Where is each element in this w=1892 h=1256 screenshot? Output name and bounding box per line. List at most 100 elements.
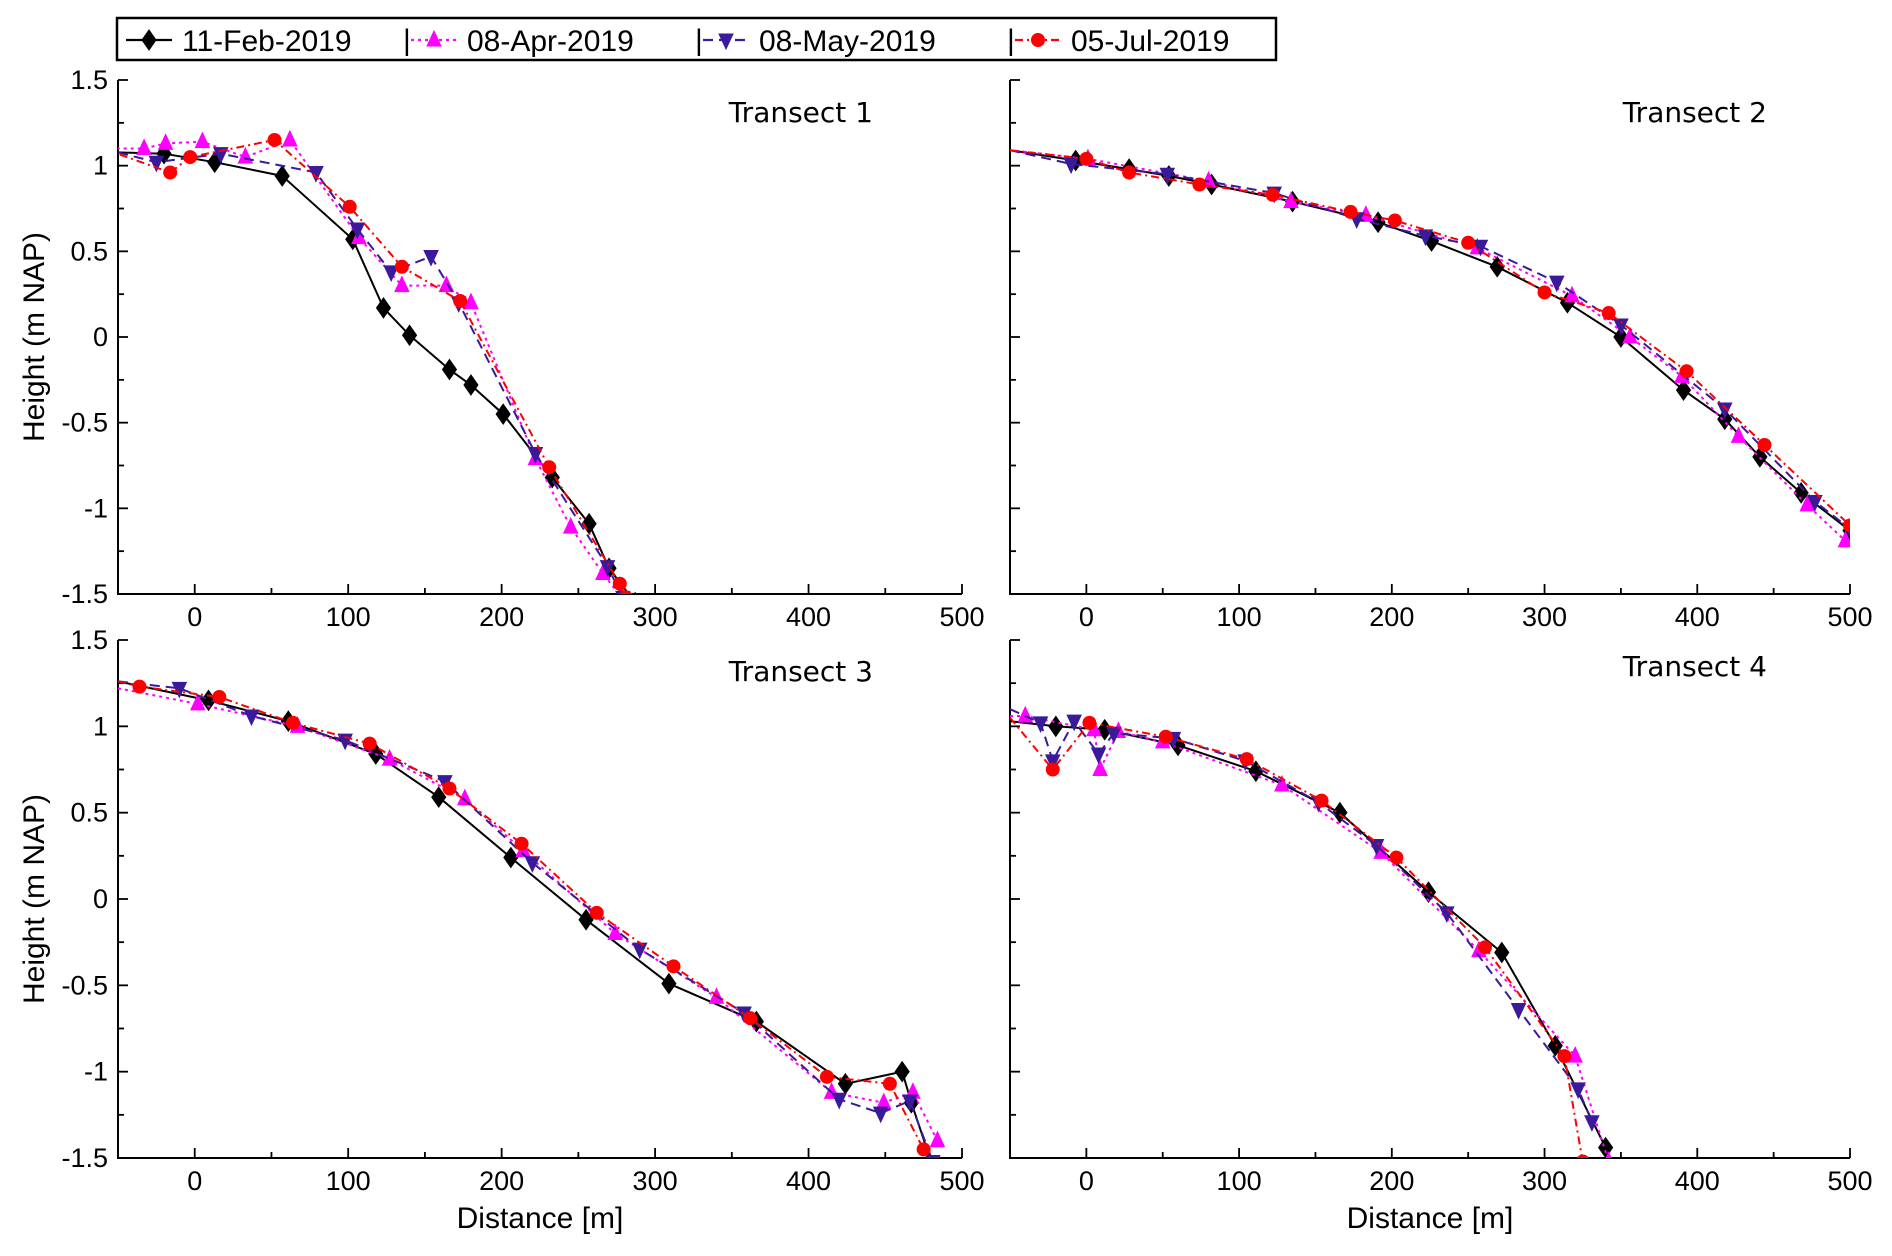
y-tick-label: 0.5: [70, 236, 108, 266]
data-point: [442, 781, 457, 796]
legend-marker-circle: [1031, 33, 1045, 47]
x-tick-label: 100: [326, 602, 371, 632]
data-point: [1274, 774, 1290, 792]
legend-label: 05-Jul-2019: [1071, 25, 1229, 58]
legend-label: 11-Feb-2019: [182, 25, 352, 58]
data-point: [1730, 426, 1747, 443]
series-line: [1010, 149, 1850, 530]
data-point: [542, 460, 557, 475]
data-point: [431, 786, 447, 808]
data-point: [1548, 275, 1565, 293]
data-point: [1837, 530, 1850, 548]
x-tick-label: 400: [786, 1166, 831, 1196]
axis-lines: [1009, 80, 1850, 595]
data-point: [819, 1069, 834, 1084]
data-point: [163, 165, 178, 180]
x-tick-label: 200: [479, 1166, 524, 1196]
y-tick-label: 0.5: [70, 798, 108, 828]
data-point: [1082, 715, 1097, 730]
series-line: [118, 687, 939, 1142]
data-point: [607, 923, 623, 941]
data-point: [1045, 762, 1060, 777]
y-axis-title: Height (m NAP): [18, 794, 51, 1004]
x-tick-label: 0: [187, 602, 202, 632]
legend-separator: |: [695, 24, 703, 57]
data-point: [1557, 1049, 1572, 1064]
y-tick-label: -1: [84, 493, 108, 523]
legend-box: [115, 16, 1278, 62]
panel-title: Transect 3: [728, 655, 873, 688]
data-point: [213, 147, 229, 164]
data-point: [267, 132, 282, 147]
data-point: [1265, 187, 1280, 202]
x-tick-label: 300: [633, 1166, 678, 1196]
data-point: [1066, 714, 1082, 732]
panel-title: Transect 4: [1622, 650, 1767, 683]
data-point: [1239, 752, 1254, 767]
series-line: [1010, 149, 1850, 527]
data-point: [929, 1130, 946, 1148]
data-point: [463, 292, 479, 310]
data-point: [1793, 482, 1809, 504]
data-point: [1332, 801, 1348, 824]
panel-transect-1: 0 100 200 300 400 500 1.5 1 0.5 0 -0.5 -1 -1.5 Height…: [18, 65, 985, 632]
y-axis-title: Height (m NAP): [18, 232, 51, 442]
x-tick-label: 400: [1675, 1166, 1720, 1196]
series-line: [1010, 149, 1847, 542]
x-tick-label: 300: [1522, 602, 1567, 632]
x-tick-label: 300: [1522, 1166, 1567, 1196]
data-point: [308, 166, 324, 183]
legend-marker-diamond: [141, 29, 157, 51]
data-point: [1158, 729, 1173, 744]
series-group: [1010, 705, 1614, 1158]
y-tick-label: 0: [93, 884, 108, 914]
series-line: [1010, 720, 1607, 1149]
x-tick-label: 0: [1079, 602, 1094, 632]
legend-marker-triangle-up: [426, 29, 442, 47]
y-tick-label: -1.5: [61, 579, 108, 609]
data-point: [394, 259, 409, 274]
data-point: [661, 972, 677, 995]
data-point: [882, 1076, 897, 1091]
data-point: [831, 1092, 848, 1110]
legend: 11-Feb-2019 | 08-Apr-2019 | 08-May-2019 | 05-J…: [115, 16, 1278, 62]
data-point: [872, 1106, 889, 1124]
data-point: [925, 1154, 941, 1158]
data-point: [599, 560, 616, 577]
series-line: [118, 138, 620, 594]
x-tick-label: 200: [1369, 602, 1414, 632]
data-point: [1343, 204, 1358, 219]
data-point: [349, 222, 366, 240]
legend-marker-triangle-down: [718, 33, 734, 51]
data-point: [1598, 1136, 1614, 1158]
data-point: [1510, 1003, 1527, 1020]
legend-separator: |: [403, 24, 411, 57]
panel-transect-4: 0 100 200 300 400 500 Distance [m] Transect 4: [1009, 639, 1873, 1235]
y-tick-label: -0.5: [61, 970, 108, 1000]
series-group: [118, 679, 946, 1158]
data-point: [1807, 494, 1823, 512]
data-point: [362, 736, 377, 751]
data-point: [1576, 1154, 1589, 1158]
data-point: [1477, 940, 1492, 955]
x-tick-label: 100: [326, 1166, 371, 1196]
series-line: [118, 680, 931, 1158]
data-point: [1757, 437, 1772, 452]
data-point: [136, 138, 152, 156]
data-point: [1314, 793, 1329, 808]
data-point: [1799, 494, 1816, 512]
x-tick-label: 500: [939, 602, 984, 632]
data-point: [1439, 906, 1455, 923]
x-axis-title: Distance [m]: [1347, 1202, 1514, 1235]
data-point: [148, 155, 165, 173]
data-point: [894, 1060, 910, 1083]
data-point: [1489, 255, 1505, 278]
x-tick-label: 100: [1217, 602, 1262, 632]
y-tick-label: 1: [93, 711, 108, 741]
data-point: [274, 165, 290, 187]
panel-title: Transect 2: [1622, 96, 1767, 129]
series-line: [1010, 708, 1593, 1123]
series-line: [118, 138, 626, 594]
data-point: [743, 1011, 758, 1026]
